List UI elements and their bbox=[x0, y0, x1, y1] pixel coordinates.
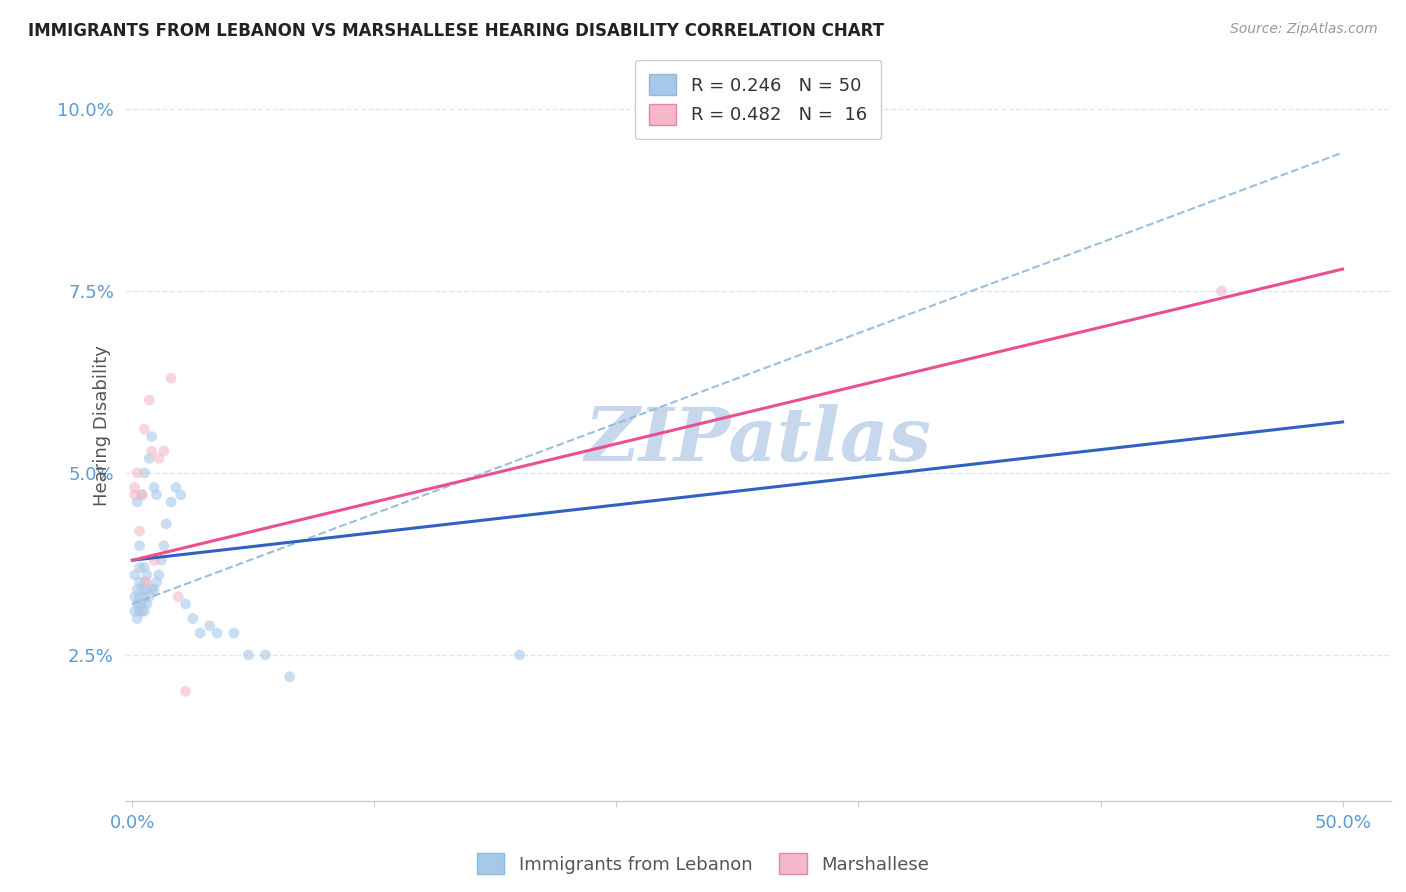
Point bbox=[143, 582, 166, 597]
Point bbox=[143, 480, 166, 494]
Point bbox=[143, 553, 166, 567]
Point bbox=[127, 582, 149, 597]
Point bbox=[134, 560, 156, 574]
Y-axis label: Hearing Disability: Hearing Disability bbox=[93, 345, 111, 506]
Point bbox=[128, 604, 150, 618]
Point bbox=[124, 488, 146, 502]
Point bbox=[127, 495, 149, 509]
Point bbox=[167, 590, 190, 604]
Point bbox=[128, 590, 150, 604]
Point bbox=[160, 371, 183, 385]
Point bbox=[134, 604, 156, 618]
Point bbox=[174, 684, 197, 698]
Point bbox=[1211, 284, 1233, 298]
Point bbox=[135, 582, 157, 597]
Point bbox=[141, 444, 163, 458]
Point bbox=[138, 393, 160, 408]
Point bbox=[134, 466, 156, 480]
Point bbox=[134, 422, 156, 436]
Point bbox=[128, 560, 150, 574]
Point bbox=[155, 516, 177, 531]
Point bbox=[135, 575, 157, 590]
Point bbox=[138, 451, 160, 466]
Point bbox=[128, 539, 150, 553]
Point bbox=[127, 597, 149, 611]
Point bbox=[181, 611, 204, 625]
Point bbox=[278, 670, 301, 684]
Point bbox=[127, 611, 149, 625]
Point bbox=[124, 480, 146, 494]
Legend: Immigrants from Lebanon, Marshallese: Immigrants from Lebanon, Marshallese bbox=[468, 844, 938, 883]
Point bbox=[205, 626, 228, 640]
Point bbox=[124, 604, 146, 618]
Point bbox=[238, 648, 260, 662]
Point bbox=[150, 553, 173, 567]
Point bbox=[131, 488, 153, 502]
Point bbox=[145, 488, 167, 502]
Point bbox=[152, 444, 174, 458]
Text: IMMIGRANTS FROM LEBANON VS MARSHALLESE HEARING DISABILITY CORRELATION CHART: IMMIGRANTS FROM LEBANON VS MARSHALLESE H… bbox=[28, 22, 884, 40]
Point bbox=[254, 648, 277, 662]
Point bbox=[135, 567, 157, 582]
Point bbox=[134, 590, 156, 604]
Legend: R = 0.246   N = 50, R = 0.482   N =  16: R = 0.246 N = 50, R = 0.482 N = 16 bbox=[634, 60, 882, 139]
Text: Source: ZipAtlas.com: Source: ZipAtlas.com bbox=[1230, 22, 1378, 37]
Point bbox=[128, 597, 150, 611]
Point bbox=[131, 597, 153, 611]
Point bbox=[145, 575, 167, 590]
Point bbox=[128, 524, 150, 538]
Point bbox=[138, 590, 160, 604]
Point bbox=[509, 648, 531, 662]
Point bbox=[148, 451, 170, 466]
Point bbox=[127, 466, 149, 480]
Point bbox=[135, 597, 157, 611]
Point bbox=[152, 539, 174, 553]
Point bbox=[134, 575, 156, 590]
Point bbox=[141, 582, 163, 597]
Point bbox=[128, 575, 150, 590]
Text: ZIPatlas: ZIPatlas bbox=[585, 404, 931, 477]
Point bbox=[131, 604, 153, 618]
Point bbox=[148, 567, 170, 582]
Point bbox=[124, 590, 146, 604]
Point bbox=[165, 480, 187, 494]
Point bbox=[174, 597, 197, 611]
Point bbox=[124, 567, 146, 582]
Point bbox=[160, 495, 183, 509]
Point bbox=[131, 488, 153, 502]
Point bbox=[222, 626, 245, 640]
Point bbox=[170, 488, 193, 502]
Point bbox=[141, 429, 163, 443]
Point bbox=[131, 582, 153, 597]
Point bbox=[198, 619, 221, 633]
Point bbox=[188, 626, 211, 640]
